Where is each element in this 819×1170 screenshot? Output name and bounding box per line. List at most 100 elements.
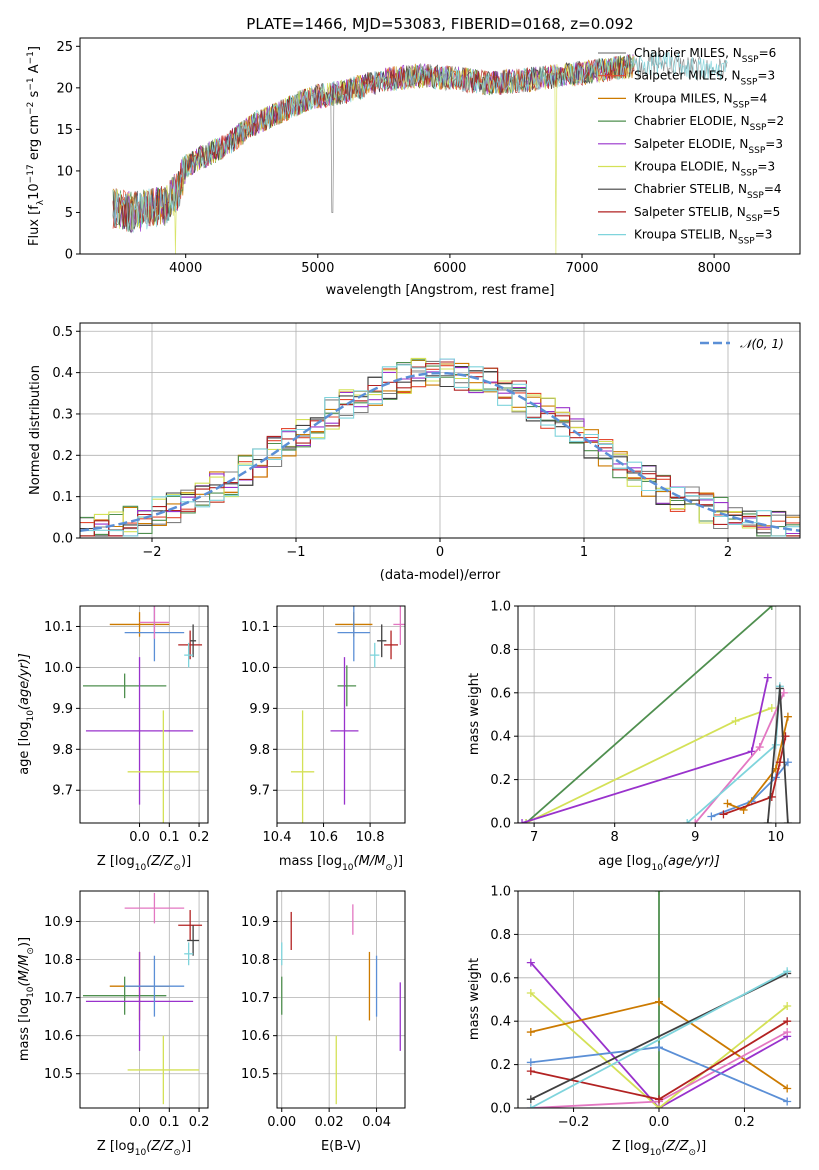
weight-age-marker — [767, 703, 776, 712]
legend-label-9-part: =3 — [755, 228, 773, 242]
legend-label-2-part: =3 — [757, 69, 775, 83]
weight-age-marker — [763, 673, 772, 682]
weight-z-marker — [526, 1058, 535, 1067]
y-tick-label: 0.6 — [490, 686, 511, 701]
weight-z-xlabel-part: (Z/Z — [661, 1139, 689, 1154]
legend-label-1: Chabrier MILES, NSSP=6 — [634, 46, 776, 65]
histogram-axes-frame — [79, 322, 801, 539]
y-tick-label: 10.0 — [44, 661, 73, 676]
y-tick-label: 0.4 — [52, 366, 73, 381]
weight-z-marker — [526, 958, 535, 967]
y-tick-label: 10.1 — [44, 620, 73, 635]
gaussian-curve — [80, 371, 800, 533]
spectrum-line-9 — [112, 51, 728, 233]
y-tick-label: 0.4 — [490, 730, 511, 745]
legend-label-6: Kroupa ELODIE, NSSP=3 — [634, 160, 775, 179]
x-tick-label: 2 — [724, 545, 732, 560]
spectrum-ylabel-part: A — [27, 64, 42, 77]
mass-z-xlabel-part: Z [log — [97, 1139, 135, 1154]
spectrum-ylabel-part: λ — [36, 199, 46, 205]
y-tick-label: 0.8 — [490, 928, 511, 943]
weight-z-marker — [783, 1017, 792, 1026]
x-tick-label: 10 — [768, 830, 785, 845]
legend-label-2-part: Salpeter MILES, N — [634, 69, 741, 83]
mass-z-xlabel: Z [log10(Z/Z⊙)] — [97, 1139, 191, 1158]
weight-age-marker — [522, 819, 531, 823]
weight-z-marker — [783, 1097, 792, 1106]
mass-z-xlabel-part: 10 — [135, 1148, 147, 1158]
residual-hist-axes: −2 −1 0 1 2 0.0 0.1 0.2 0.3 0.4 0.5 — [52, 322, 801, 560]
weight-z-marker — [783, 1002, 792, 1011]
x-tick-label: 4000 — [169, 261, 202, 276]
y-tick-label: 20 — [56, 81, 73, 96]
y-tick-label: 10.1 — [241, 620, 270, 635]
weight-vs-Z-axes: −0.2 0.0 0.2 0.0 0.2 0.4 0.6 0.8 1.0 — [490, 885, 801, 1130]
weight-age-line-7 — [727, 716, 789, 812]
spectrum-axes: 4000 5000 6000 7000 8000 0 5 10 15 20 25 — [56, 37, 801, 276]
mass-z-ylabel-part: (M/M — [17, 955, 32, 987]
y-tick-label: 10.8 — [44, 953, 73, 968]
y-tick-label: 0.6 — [490, 971, 511, 986]
mass-vs-ebv-plot-area — [281, 904, 401, 1105]
legend-label-6-part: Kroupa ELODIE, N — [634, 160, 741, 174]
legend-label-1-part: =6 — [759, 46, 777, 60]
y-tick-label: 10.7 — [44, 991, 73, 1006]
spectrum-ylabel-part: −1 — [26, 77, 36, 90]
x-tick-label: 10.6 — [309, 830, 338, 845]
spectrum-plot-area — [112, 51, 728, 254]
weight-age-marker — [719, 810, 728, 819]
x-tick-label: 8000 — [698, 261, 731, 276]
age-z-ylabel-part: (age/yr)] — [17, 653, 32, 710]
weight-z-marker — [655, 891, 663, 895]
weight-age-xlabel-part: 10 — [651, 863, 663, 873]
y-tick-label: 5 — [65, 206, 73, 221]
y-tick-label: 9.7 — [249, 784, 270, 799]
legend-label-9-part: Kroupa STELIB, N — [634, 228, 738, 242]
legend-label-8-part: Salpeter STELIB, N — [634, 205, 746, 219]
weight-z-line-3 — [530, 992, 788, 1108]
gaussian-legend-label: 𝒩(0, 1) — [740, 337, 784, 351]
x-tick-label: 0.0 — [129, 1115, 150, 1130]
y-tick-label: 0.2 — [490, 773, 511, 788]
x-tick-label: −0.2 — [558, 1115, 590, 1130]
histogram-ylabel: Normed distribution — [28, 365, 43, 495]
legend-label-3: Kroupa MILES, NSSP=4 — [634, 91, 767, 110]
legend-label-7-part: =4 — [764, 182, 782, 196]
y-tick-label: 25 — [56, 40, 73, 55]
weight-age-marker — [775, 758, 784, 767]
mass-vs-Z-plot-area — [82, 892, 203, 1105]
legend-label-7-part: Chabrier STELIB, N — [634, 182, 747, 196]
weight-z-marker — [526, 988, 535, 997]
age-z-xlabel: Z [log10(Z/Z⊙)] — [97, 854, 191, 873]
x-tick-label: 5000 — [301, 261, 334, 276]
x-tick-label: 6000 — [433, 261, 466, 276]
mass-z-xlabel-part: ⊙ — [173, 1148, 181, 1158]
weight-z-xlabel-part: Z [log — [612, 1139, 650, 1154]
weight-z-xlabel-part: ⊙ — [688, 1148, 696, 1158]
legend-label-6-part: =3 — [757, 160, 775, 174]
y-tick-label: 10.8 — [241, 953, 270, 968]
legend-label-5-part: SSP — [748, 146, 765, 156]
mass-z-ylabel-part: )] — [17, 937, 32, 947]
y-tick-label: 10.6 — [44, 1029, 73, 1044]
x-tick-label: 0.00 — [267, 1115, 296, 1130]
x-tick-label: 0 — [436, 545, 444, 560]
spectrum-ylabel-part: −1 — [26, 51, 36, 64]
y-tick-label: 0.2 — [52, 449, 73, 464]
y-tick-label: 10.9 — [241, 915, 270, 930]
weight-age-marker — [783, 758, 792, 767]
weight-age-xlabel: age [log10(age/yr)] — [598, 854, 720, 873]
y-tick-label: 9.7 — [52, 784, 73, 799]
y-tick-label: 9.8 — [52, 743, 73, 758]
weight-vs-Z-plot-area — [526, 891, 792, 1108]
age-vs-mass-axes: 10.4 10.6 10.8 9.7 9.8 9.9 10.0 10.1 — [241, 605, 406, 845]
legend-label-4-part: Chabrier ELODIE, N — [634, 114, 750, 128]
legend-label-4-part: SSP — [750, 123, 767, 133]
weight-z-marker — [526, 1028, 535, 1037]
y-tick-label: 0.2 — [490, 1058, 511, 1073]
spectrum-ylabel-part: −17 — [26, 164, 36, 183]
weight-age-marker — [683, 819, 692, 823]
y-tick-label: 0.0 — [490, 1102, 511, 1117]
legend-label-2: Salpeter MILES, NSSP=3 — [634, 69, 775, 88]
